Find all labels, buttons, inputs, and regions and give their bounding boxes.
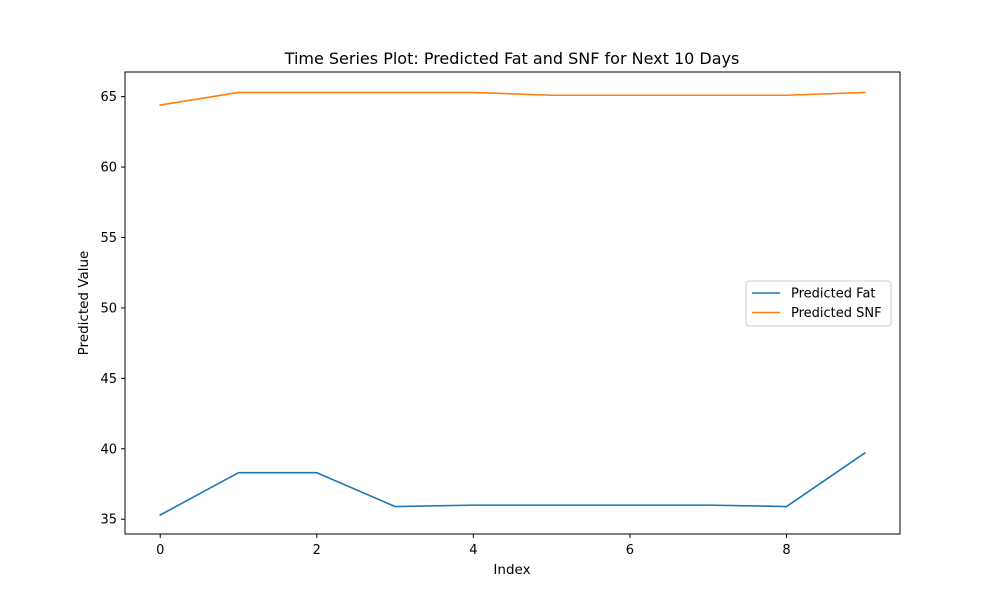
y-tick-label: 55 bbox=[100, 231, 117, 246]
x-tick-label: 6 bbox=[626, 543, 634, 558]
y-tick-label: 40 bbox=[100, 442, 117, 457]
x-tick-label: 0 bbox=[156, 543, 164, 558]
y-tick-label: 60 bbox=[100, 161, 117, 176]
x-tick-label: 4 bbox=[469, 543, 477, 558]
y-tick-label: 45 bbox=[100, 372, 117, 387]
x-axis-title: Index bbox=[493, 562, 530, 578]
y-tick-label: 50 bbox=[100, 301, 117, 316]
legend-label: Predicted Fat bbox=[791, 287, 876, 302]
y-tick-label: 65 bbox=[100, 90, 117, 105]
x-tick-label: 8 bbox=[782, 543, 790, 558]
legend-label: Predicted SNF bbox=[791, 306, 882, 321]
y-tick-label: 35 bbox=[100, 513, 117, 528]
chart-title: Time Series Plot: Predicted Fat and SNF … bbox=[284, 49, 740, 68]
y-axis-title: Predicted Value bbox=[76, 251, 92, 356]
x-tick-label: 2 bbox=[313, 543, 321, 558]
legend: Predicted Fat Predicted SNF bbox=[746, 281, 891, 326]
